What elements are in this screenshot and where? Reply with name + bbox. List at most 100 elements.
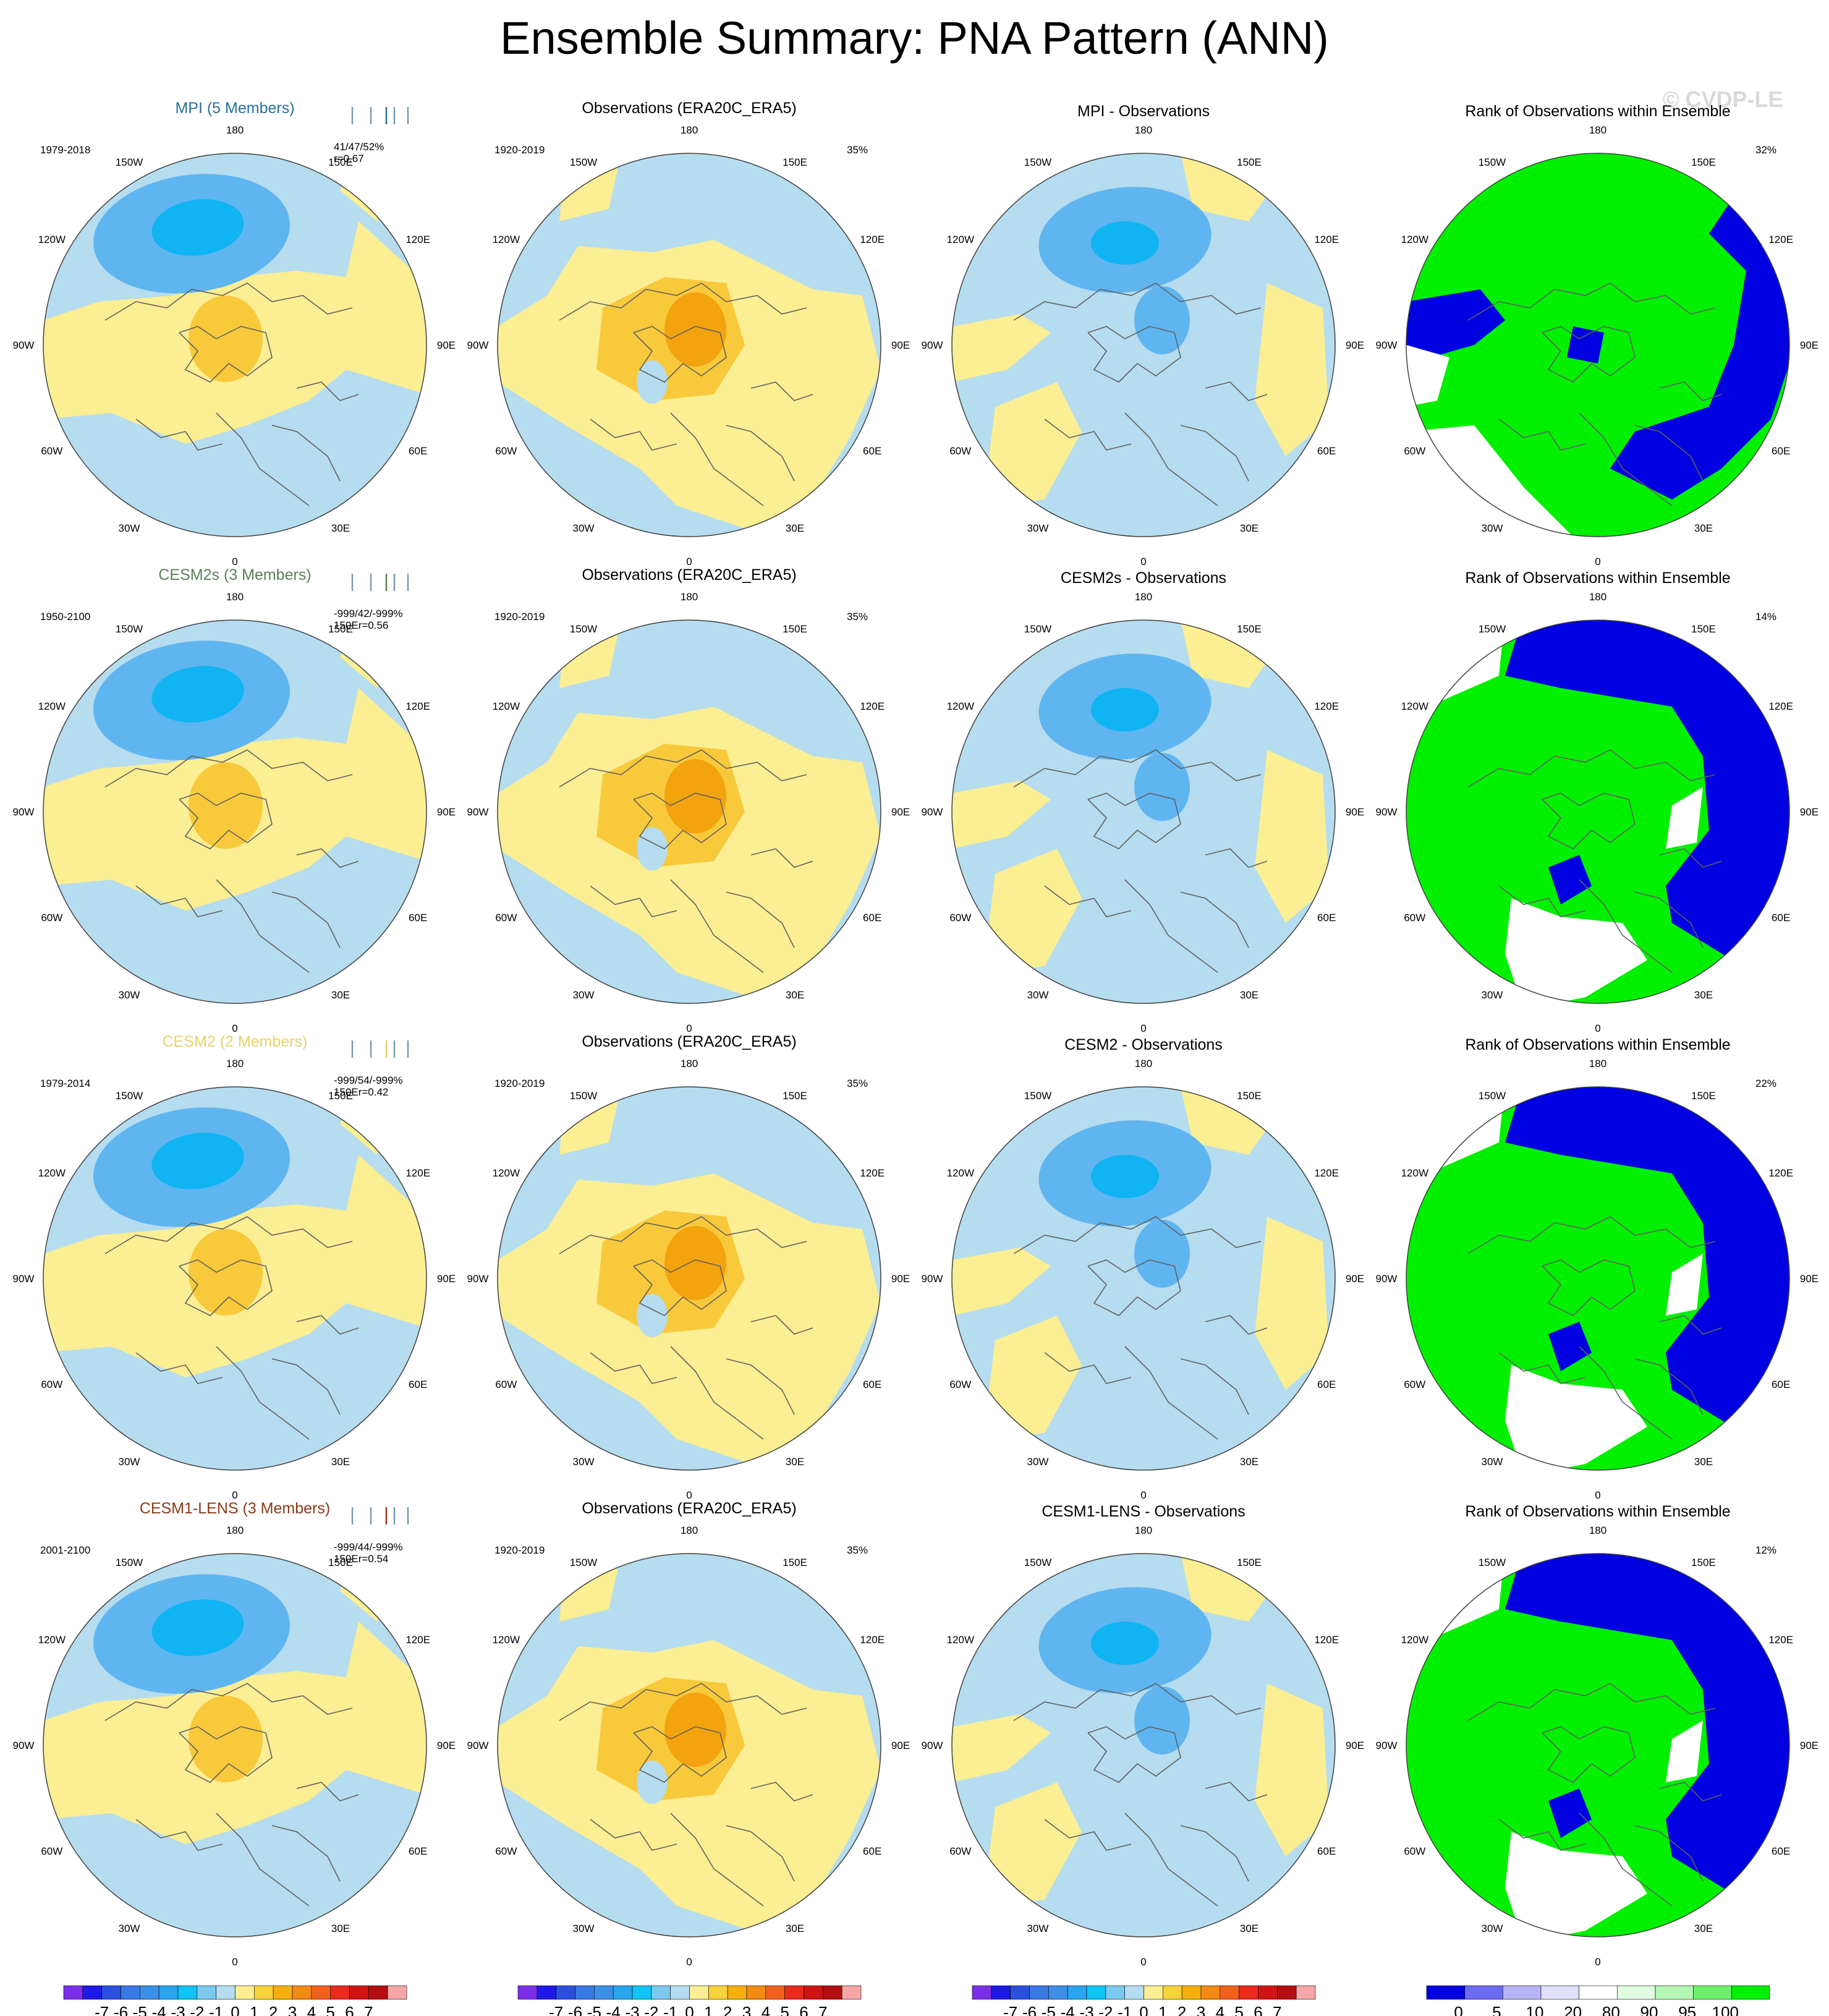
model-panel-title: CESM2s (3 Members): [158, 566, 311, 584]
longitude-label: 120W: [1401, 234, 1428, 245]
coastline: [216, 412, 310, 506]
positive-field: [952, 314, 1051, 382]
longitude-label: 60W: [949, 1845, 971, 1857]
coastline: [1659, 381, 1722, 401]
map-boundary: [951, 1086, 1336, 1471]
longitude-label: 150W: [570, 156, 597, 168]
colorbar-swatch: [235, 1985, 255, 2000]
colorbar-tick-label: -2: [644, 2003, 658, 2016]
longitude-label: 30E: [1694, 1456, 1713, 1468]
rank-mid-region: [1666, 787, 1703, 849]
obs-variance-pct: 35%: [847, 1078, 868, 1089]
colorbar-swatch: [670, 1985, 690, 2000]
longitude-label: 30E: [1694, 1923, 1713, 1934]
colorbar-tick-label: 0: [685, 2003, 694, 2016]
colorbar-tick-label: 95: [1678, 2003, 1696, 2016]
longitude-label: 30W: [119, 1923, 140, 1934]
longitude-label: 90E: [1800, 806, 1818, 818]
model-map: [43, 620, 426, 1003]
obs-variance-pct: 35%: [847, 144, 868, 156]
colorbar-swatch: [1239, 1985, 1258, 2000]
colorbar-tick-label: 6: [799, 2003, 808, 2016]
coastline: [559, 283, 807, 321]
model-years: 1979-2014: [40, 1078, 90, 1089]
colorbar-swatch: [140, 1985, 159, 2000]
coastline: [1044, 885, 1132, 917]
model-map: [43, 1087, 426, 1470]
longitude-label: 120W: [38, 700, 66, 712]
longitude-label: 120E: [405, 700, 430, 712]
longitude-label: 60W: [1404, 912, 1425, 924]
colorbar-swatch: [823, 1985, 842, 2000]
longitude-label: 60W: [1404, 445, 1425, 457]
colorbar-tick-label: -3: [625, 2003, 639, 2016]
coastline: [1180, 425, 1249, 482]
colorbar-swatch: [765, 1985, 785, 2000]
longitude-label: 60E: [863, 445, 881, 457]
obs-years: 1920-2019: [494, 1544, 545, 1556]
longitude-label: 60W: [495, 445, 517, 457]
coastline: [1124, 1813, 1218, 1907]
negative-patch: [637, 1761, 668, 1804]
colorbar-tick-label: 4: [762, 2003, 770, 2016]
longitude-label: 150E: [1691, 1557, 1716, 1568]
colorbar-tick-label: 1: [1158, 2003, 1167, 2016]
coastline: [179, 1726, 273, 1783]
negative-core: [1091, 1155, 1159, 1198]
coastline: [1498, 1819, 1586, 1851]
longitude-label: 0: [686, 1489, 692, 1501]
longitude-label: 150W: [1024, 623, 1051, 635]
coastline: [104, 749, 353, 788]
colorbar-swatch: [1181, 1985, 1202, 2000]
coastline: [750, 1315, 813, 1335]
coastline: [1087, 326, 1181, 383]
figure-title: Ensemble Summary: PNA Pattern (ANN): [500, 12, 1329, 64]
model-pattern-correlation: 150Er=0.56: [334, 619, 388, 631]
longitude-label: 120E: [860, 700, 885, 712]
rank-pct: 32%: [1755, 144, 1776, 156]
model-pattern-correlation: 150Er=0.54: [334, 1553, 388, 1565]
longitude-label: 90W: [922, 806, 943, 818]
negative-patch: [637, 827, 668, 870]
obs-variance-pct: 35%: [847, 611, 868, 623]
colorbar-swatch: [1617, 1985, 1656, 2000]
longitude-label: 30W: [1027, 989, 1049, 1001]
colorbar-tick-label: -5: [587, 2003, 601, 2016]
colorbar-tick-label: 5: [1234, 2003, 1243, 2016]
coastline: [1205, 1315, 1268, 1335]
longitude-label: 30W: [1027, 1923, 1049, 1934]
coastline: [1634, 425, 1704, 482]
longitude-label: 60W: [949, 912, 971, 924]
positive-center: [189, 762, 263, 849]
rank-pct: 12%: [1755, 1544, 1776, 1556]
coastline: [559, 1216, 807, 1254]
colorbar-swatch: [575, 1985, 595, 2000]
rank-low-region: [1567, 326, 1604, 364]
longitude-label: 0: [686, 556, 692, 568]
longitude-label: 60E: [1772, 1379, 1790, 1390]
coastline: [559, 1683, 807, 1721]
colorbar-swatch: [1200, 1985, 1221, 2000]
colorbar-tick-label: 5: [1492, 2003, 1501, 2016]
coastline: [135, 885, 223, 917]
longitude-label: 120W: [38, 234, 66, 245]
longitude-label: 60E: [863, 1845, 881, 1857]
longitude-label: 30W: [1482, 1456, 1503, 1468]
coastline: [271, 425, 341, 482]
longitude-label: 120W: [493, 1634, 520, 1646]
colorbar-tick-label: 6: [1254, 2003, 1262, 2016]
colorbar-swatch: [101, 1985, 121, 2000]
diff-map: [952, 620, 1335, 1003]
coastline: [1542, 1726, 1636, 1783]
longitude-label: 60E: [409, 1845, 427, 1857]
rank-panel-title: Rank of Observations within Ensemble: [1465, 1503, 1730, 1520]
longitude-label: 120W: [493, 1167, 520, 1179]
colorbar-tick-label: -2: [1098, 2003, 1113, 2016]
longitude-label: 150E: [1691, 156, 1716, 168]
coastline: [670, 412, 764, 506]
longitude-label: 150E: [328, 1557, 353, 1568]
longitude-label: 90W: [922, 1273, 943, 1285]
coastline: [1205, 1782, 1268, 1801]
coastline: [633, 793, 727, 849]
